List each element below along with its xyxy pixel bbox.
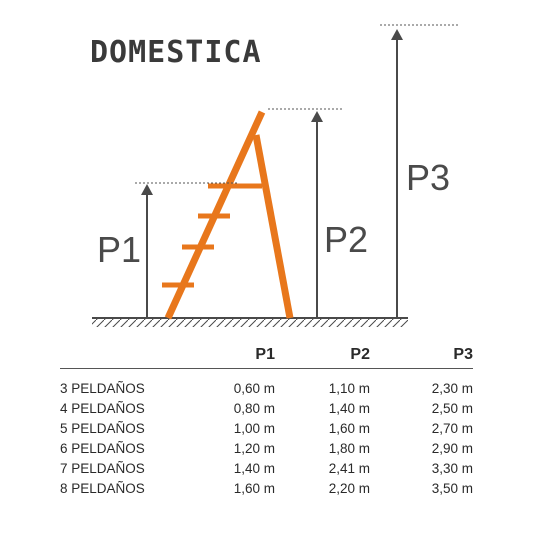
column-header-p3: P3: [370, 346, 473, 369]
p3-value: 3,30 m: [431, 461, 473, 476]
p2-height-arrow: [268, 108, 342, 318]
p1-label: P1: [97, 229, 141, 270]
column-header-p2: P2: [275, 346, 370, 369]
table-row: 4 PELDAÑOS 0,80 m 1,40 m 2,50 m: [60, 399, 473, 419]
row-label: 4 PELDAÑOS: [60, 401, 145, 416]
table-row: 7 PELDAÑOS 1,40 m 2,41 m 3,30 m: [60, 459, 473, 479]
p2-value: 1,60 m: [328, 421, 370, 436]
column-header-p1: P1: [195, 346, 275, 369]
p1-value: 0,80 m: [233, 401, 275, 416]
table-row: 5 PELDAÑOS 1,00 m 1,60 m 2,70 m: [60, 419, 473, 439]
p2-value: 1,10 m: [328, 381, 370, 396]
p1-value: 1,00 m: [233, 421, 275, 436]
p3-label: P3: [406, 157, 450, 198]
p3-value: 2,70 m: [431, 421, 473, 436]
p3-height-arrow: [380, 24, 460, 318]
row-label: 7 PELDAÑOS: [60, 461, 145, 476]
p3-value: 2,90 m: [431, 441, 473, 456]
row-label: 5 PELDAÑOS: [60, 421, 145, 436]
p1-value: 1,20 m: [233, 441, 275, 456]
p3-value: 3,50 m: [431, 481, 473, 496]
row-label: 6 PELDAÑOS: [60, 441, 145, 456]
table-row: 3 PELDAÑOS 0,60 m 1,10 m 2,30 m: [60, 369, 473, 400]
row-label: 3 PELDAÑOS: [60, 381, 145, 396]
table-row: 6 PELDAÑOS 1,20 m 1,80 m 2,90 m: [60, 439, 473, 459]
p3-value: 2,50 m: [431, 401, 473, 416]
table-header-row: P1 P2 P3: [60, 346, 473, 369]
p2-label: P2: [324, 219, 368, 260]
ladder-back-rail: [252, 134, 294, 319]
ground-line: [92, 317, 408, 327]
column-header: [60, 346, 195, 369]
table-row: 8 PELDAÑOS 1,60 m 2,20 m 3,50 m: [60, 479, 473, 499]
p1-value: 1,40 m: [233, 461, 275, 476]
p1-value: 0,60 m: [233, 381, 275, 396]
p1-value: 1,60 m: [233, 481, 275, 496]
ladder-height-diagram: DOMESTICA P1 P2 P3: [90, 24, 460, 327]
row-label: 8 PELDAÑOS: [60, 481, 145, 496]
diagram-title: DOMESTICA: [90, 35, 262, 70]
p1-height-arrow: [135, 182, 238, 318]
p2-value: 2,20 m: [328, 481, 370, 496]
p2-value: 1,80 m: [328, 441, 370, 456]
step-ladder: [162, 110, 294, 320]
p2-value: 2,41 m: [328, 461, 370, 476]
height-spec-table: P1 P2 P3 3 PELDAÑOS 0,60 m 1,10 m 2,30 m…: [60, 346, 473, 499]
p2-value: 1,40 m: [328, 401, 370, 416]
p3-value: 2,30 m: [431, 381, 473, 396]
